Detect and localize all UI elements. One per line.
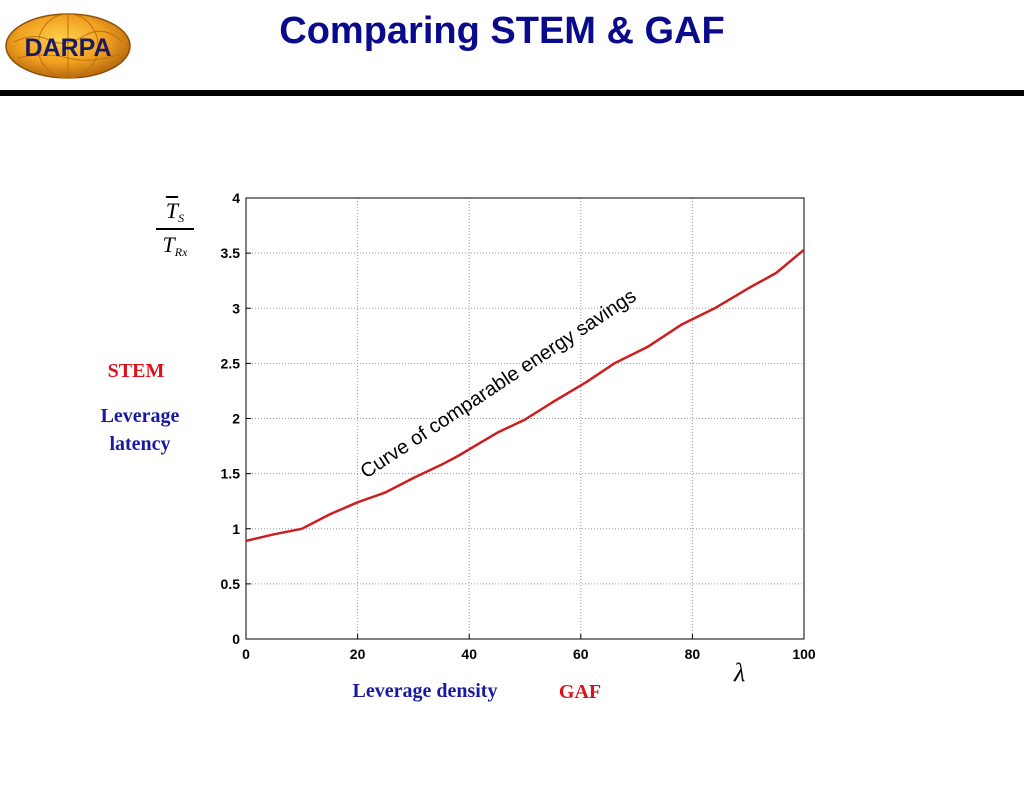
- x-tick-label: 60: [573, 646, 589, 662]
- y-numerator-sub: S: [178, 211, 185, 225]
- y-tick-label: 1.5: [221, 466, 241, 482]
- x-tick-label: 80: [685, 646, 701, 662]
- x-tick-label: 100: [792, 646, 816, 662]
- chart-series: [245, 248, 805, 543]
- y-tick-label: 1: [232, 521, 240, 537]
- x-tick-label: 0: [242, 646, 250, 662]
- lambda-symbol: λ: [734, 658, 746, 687]
- darpa-logo: DARPA: [5, 13, 131, 79]
- y-axis-fraction-bar: [156, 228, 194, 230]
- y-tick-label: 3.5: [221, 245, 241, 261]
- curve-annotation: Curve of comparable energy savings: [357, 285, 641, 483]
- y-numerator-symbol: T: [165, 198, 179, 223]
- y-axis-numerator: TS: [152, 198, 198, 226]
- y-tick-label: 0: [232, 631, 240, 647]
- y-tick-label: 0.5: [221, 576, 241, 592]
- gaf-label: GAF: [558, 681, 602, 703]
- logo-text: DARPA: [24, 34, 111, 62]
- series-line: [245, 248, 805, 543]
- stem-description-line1: Leverage: [100, 405, 180, 427]
- slide-title: Comparing STEM & GAF: [0, 10, 1024, 53]
- stem-label: STEM: [107, 360, 165, 382]
- stem-description-line2: latency: [109, 433, 171, 455]
- title-rule: [0, 90, 1024, 96]
- y-tick-label: 2.5: [221, 355, 241, 371]
- chart-ticks: 0 20 40 60 80 100 0 0.5 1 1.5 2 2.5 3 3.5 4: [221, 190, 816, 662]
- y-axis-denominator: TRx: [152, 232, 198, 260]
- stem-description: Leverage latency: [84, 402, 196, 458]
- slide-title-text: Comparing STEM & GAF: [279, 10, 725, 52]
- x-tick-label: 20: [350, 646, 366, 662]
- y-tick-label: 4: [232, 190, 240, 206]
- x-tick-label: 40: [461, 646, 477, 662]
- y-denominator-symbol: T: [162, 231, 175, 257]
- y-tick-label: 3: [232, 300, 240, 316]
- density-label: Leverage density: [352, 680, 498, 702]
- y-axis-label: TS TRx: [152, 198, 198, 260]
- y-tick-label: 2: [232, 411, 240, 427]
- y-denominator-sub: Rx: [174, 244, 188, 259]
